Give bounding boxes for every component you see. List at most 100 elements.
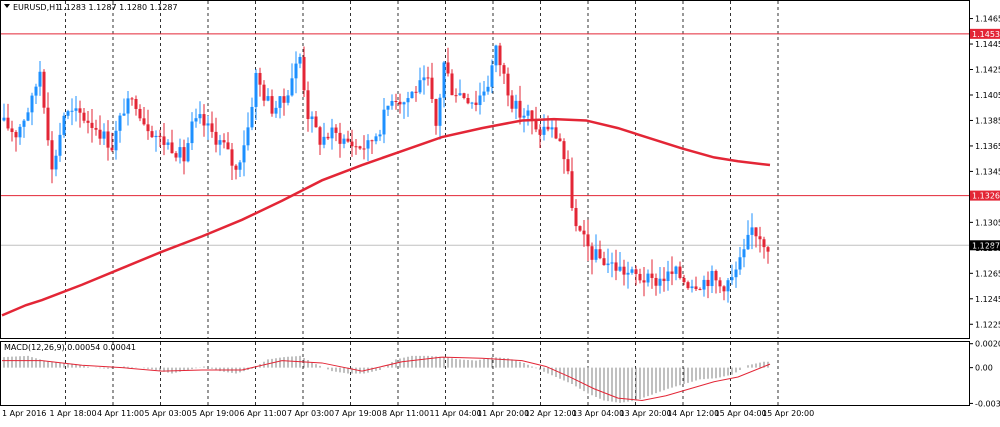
candle-body[interactable]: [494, 45, 498, 66]
candle-body[interactable]: [658, 278, 662, 286]
candle-body[interactable]: [358, 146, 362, 149]
candle-body[interactable]: [474, 102, 478, 105]
candle-body[interactable]: [258, 72, 262, 85]
candle-body[interactable]: [234, 165, 238, 170]
candle-body[interactable]: [286, 95, 290, 103]
candle-body[interactable]: [14, 132, 18, 138]
candle-body[interactable]: [646, 273, 650, 283]
candle-body[interactable]: [386, 105, 390, 110]
candle-body[interactable]: [614, 262, 618, 271]
candle-body[interactable]: [538, 129, 542, 135]
candle-body[interactable]: [510, 95, 514, 109]
candle-body[interactable]: [42, 71, 46, 108]
candle-body[interactable]: [238, 162, 242, 170]
candle-body[interactable]: [674, 266, 678, 274]
candle-body[interactable]: [598, 249, 602, 259]
candle-body[interactable]: [394, 100, 398, 102]
candle-body[interactable]: [298, 56, 302, 64]
candle-body[interactable]: [146, 124, 150, 132]
candle-body[interactable]: [342, 138, 346, 144]
candle-body[interactable]: [506, 73, 510, 96]
candle-body[interactable]: [670, 271, 674, 274]
candle-body[interactable]: [222, 140, 226, 143]
candle-body[interactable]: [370, 140, 374, 142]
candle-body[interactable]: [410, 91, 414, 99]
candle-body[interactable]: [274, 107, 278, 114]
candle-body[interactable]: [302, 56, 306, 91]
candle-body[interactable]: [578, 226, 582, 231]
candle-series[interactable]: [2, 42, 770, 303]
candle-body[interactable]: [482, 91, 486, 96]
candle-body[interactable]: [602, 258, 606, 266]
candle-body[interactable]: [230, 149, 234, 166]
candle-body[interactable]: [138, 108, 142, 119]
candle-body[interactable]: [346, 138, 350, 142]
candle-body[interactable]: [642, 280, 646, 283]
candle-body[interactable]: [58, 134, 62, 156]
candle-body[interactable]: [178, 147, 182, 158]
candle-body[interactable]: [630, 269, 634, 273]
candle-body[interactable]: [130, 98, 134, 100]
candle-body[interactable]: [418, 80, 422, 93]
candle-body[interactable]: [122, 113, 126, 116]
candle-body[interactable]: [94, 127, 98, 130]
candle-body[interactable]: [362, 148, 366, 150]
candle-body[interactable]: [398, 101, 402, 105]
candle-body[interactable]: [50, 140, 54, 170]
candle-body[interactable]: [114, 130, 118, 151]
candle-body[interactable]: [70, 110, 74, 112]
candle-body[interactable]: [502, 65, 506, 74]
candle-body[interactable]: [166, 142, 170, 145]
candle-body[interactable]: [766, 247, 770, 252]
candle-body[interactable]: [610, 262, 614, 264]
candle-body[interactable]: [350, 141, 354, 147]
candle-body[interactable]: [182, 147, 186, 162]
candle-body[interactable]: [378, 134, 382, 137]
candle-body[interactable]: [90, 122, 94, 128]
candle-body[interactable]: [46, 107, 50, 141]
candle-body[interactable]: [54, 155, 58, 170]
candle-body[interactable]: [750, 227, 754, 235]
candle-body[interactable]: [406, 98, 410, 103]
candle-body[interactable]: [78, 108, 82, 113]
candle-body[interactable]: [698, 289, 702, 291]
candle-body[interactable]: [198, 114, 202, 119]
candle-body[interactable]: [134, 98, 138, 109]
candle-body[interactable]: [726, 280, 730, 292]
candle-body[interactable]: [718, 280, 722, 287]
candle-body[interactable]: [558, 138, 562, 142]
candle-body[interactable]: [486, 86, 490, 92]
candle-body[interactable]: [102, 131, 106, 139]
candle-body[interactable]: [278, 96, 282, 108]
candle-body[interactable]: [542, 126, 546, 135]
candle-body[interactable]: [154, 135, 158, 138]
candle-body[interactable]: [214, 131, 218, 145]
candle-body[interactable]: [326, 136, 330, 139]
candle-body[interactable]: [734, 269, 738, 278]
candle-body[interactable]: [190, 121, 194, 144]
candle-body[interactable]: [566, 159, 570, 172]
candle-body[interactable]: [686, 282, 690, 289]
candle-body[interactable]: [322, 136, 326, 145]
candle-body[interactable]: [438, 97, 442, 126]
candle-body[interactable]: [26, 112, 30, 121]
candle-body[interactable]: [606, 263, 610, 266]
candle-body[interactable]: [382, 109, 386, 135]
candle-body[interactable]: [170, 142, 174, 154]
candle-body[interactable]: [466, 98, 470, 104]
candle-body[interactable]: [86, 120, 90, 123]
candle-body[interactable]: [110, 147, 114, 151]
candle-body[interactable]: [746, 234, 750, 250]
candle-body[interactable]: [722, 286, 726, 292]
candle-body[interactable]: [266, 96, 270, 101]
candle-body[interactable]: [186, 143, 190, 162]
candle-body[interactable]: [354, 146, 358, 148]
candle-body[interactable]: [306, 90, 310, 119]
candle-body[interactable]: [454, 95, 458, 97]
candle-body[interactable]: [22, 120, 26, 127]
candle-body[interactable]: [62, 115, 66, 135]
candle-body[interactable]: [34, 86, 38, 96]
time-axis[interactable]: 1 Apr 2016 1 Apr 18:00 4 Apr 11:00 5 Apr 03…: [2, 409, 814, 418]
